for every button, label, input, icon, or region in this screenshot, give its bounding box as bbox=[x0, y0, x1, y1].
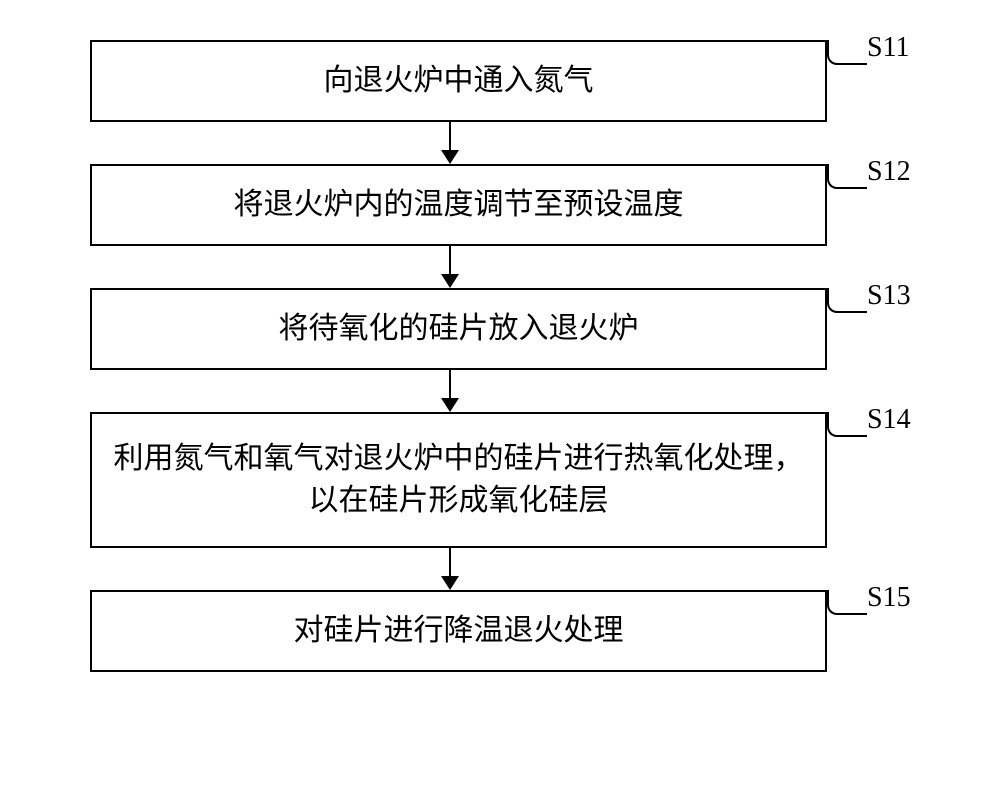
arrow-head-icon bbox=[441, 576, 459, 590]
step-label: S15 bbox=[867, 582, 911, 614]
arrow-line bbox=[449, 370, 451, 398]
label-connector-s13: S13 bbox=[827, 288, 940, 358]
label-connector-s14: S14 bbox=[827, 412, 940, 522]
arrow-line bbox=[449, 246, 451, 274]
step-row-s12: 将退火炉内的温度调节至预设温度 S12 bbox=[60, 164, 940, 246]
connector-curve bbox=[827, 164, 867, 189]
step-box-s14: 利用氮气和氧气对退火炉中的硅片进行热氧化处理，以在硅片形成氧化硅层 bbox=[90, 412, 827, 548]
connector-curve bbox=[827, 288, 867, 313]
step-box-s11: 向退火炉中通入氮气 bbox=[90, 40, 827, 122]
step-text: 向退火炉中通入氮气 bbox=[324, 60, 594, 102]
step-label: S13 bbox=[867, 280, 911, 312]
step-label: S14 bbox=[867, 404, 911, 436]
connector-curve bbox=[827, 40, 867, 65]
arrow-s13-s14 bbox=[441, 370, 459, 412]
label-connector-s12: S12 bbox=[827, 164, 940, 234]
arrow-s12-s13 bbox=[441, 246, 459, 288]
step-row-s11: 向退火炉中通入氮气 S11 bbox=[60, 40, 940, 122]
arrow-line bbox=[449, 122, 451, 150]
step-box-s15: 对硅片进行降温退火处理 bbox=[90, 590, 827, 672]
step-text: 将退火炉内的温度调节至预设温度 bbox=[234, 184, 684, 226]
step-text: 将待氧化的硅片放入退火炉 bbox=[279, 308, 639, 350]
label-connector-s11: S11 bbox=[827, 40, 940, 110]
arrow-s11-s12 bbox=[441, 122, 459, 164]
step-box-s13: 将待氧化的硅片放入退火炉 bbox=[90, 288, 827, 370]
step-row-s14: 利用氮气和氧气对退火炉中的硅片进行热氧化处理，以在硅片形成氧化硅层 S14 bbox=[60, 412, 940, 548]
arrow-s14-s15 bbox=[441, 548, 459, 590]
step-label: S11 bbox=[867, 32, 910, 64]
arrow-head-icon bbox=[441, 274, 459, 288]
arrow-head-icon bbox=[441, 398, 459, 412]
arrow-head-icon bbox=[441, 150, 459, 164]
label-connector-s15: S15 bbox=[827, 590, 940, 660]
connector-curve bbox=[827, 412, 867, 437]
arrow-line bbox=[449, 548, 451, 576]
step-text: 对硅片进行降温退火处理 bbox=[294, 610, 624, 652]
step-row-s13: 将待氧化的硅片放入退火炉 S13 bbox=[60, 288, 940, 370]
step-text: 利用氮气和氧气对退火炉中的硅片进行热氧化处理，以在硅片形成氧化硅层 bbox=[112, 438, 805, 522]
step-label: S12 bbox=[867, 156, 911, 188]
step-box-s12: 将退火炉内的温度调节至预设温度 bbox=[90, 164, 827, 246]
connector-curve bbox=[827, 590, 867, 615]
flowchart-container: 向退火炉中通入氮气 S11 将退火炉内的温度调节至预设温度 S12 将待氧化的硅… bbox=[60, 40, 940, 672]
step-row-s15: 对硅片进行降温退火处理 S15 bbox=[60, 590, 940, 672]
